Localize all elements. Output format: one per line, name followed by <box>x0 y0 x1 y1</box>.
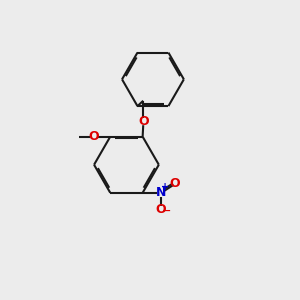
Text: O: O <box>138 115 148 128</box>
Text: −: − <box>162 206 172 216</box>
Text: N: N <box>156 186 166 199</box>
Text: O: O <box>89 130 99 143</box>
Text: O: O <box>170 177 180 190</box>
Text: O: O <box>156 203 166 216</box>
Text: +: + <box>161 182 170 193</box>
